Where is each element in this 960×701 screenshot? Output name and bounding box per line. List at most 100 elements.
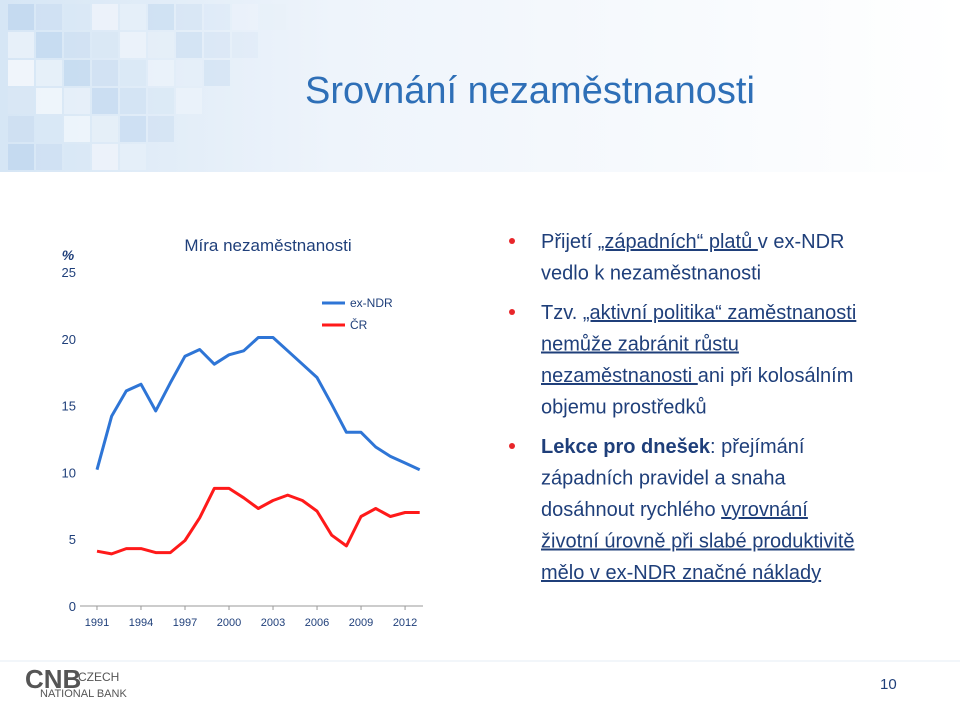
mosaic-tile bbox=[204, 60, 230, 86]
mosaic-tile bbox=[64, 116, 90, 142]
text-segment: západních pravidel a snaha bbox=[541, 468, 786, 490]
mosaic-tile bbox=[92, 60, 118, 86]
mosaic-tile bbox=[120, 4, 146, 30]
mosaic-tile bbox=[8, 116, 34, 142]
header-mosaic bbox=[8, 4, 286, 170]
logo-line: CZECH bbox=[78, 670, 119, 684]
x-tick-label: 1991 bbox=[85, 617, 109, 629]
logo: CNB CZECH NATIONAL BANK bbox=[25, 664, 127, 700]
bullet-list: Přijetí „západních“ platů v ex-NDR vedlo … bbox=[509, 231, 856, 584]
bullet-marker bbox=[509, 238, 515, 244]
bullet-line: mělo v ex-NDR značné náklady bbox=[541, 562, 821, 584]
mosaic-tile bbox=[92, 4, 118, 30]
x-tick-label: 2006 bbox=[305, 617, 329, 629]
mosaic-tile bbox=[92, 144, 118, 170]
mosaic-tile bbox=[120, 60, 146, 86]
mosaic-tile bbox=[260, 4, 286, 30]
y-tick-label: 15 bbox=[62, 399, 76, 414]
bullet-line: Lekce pro dnešek: přejímání bbox=[541, 436, 805, 458]
bullet-line: nezaměstnanosti ani při kolosálním bbox=[541, 365, 853, 387]
bullet-line: Přijetí „západních“ platů v ex-NDR bbox=[541, 231, 844, 253]
mosaic-tile bbox=[64, 60, 90, 86]
chart-title: Míra nezaměstnanosti bbox=[184, 236, 351, 255]
mosaic-tile bbox=[176, 4, 202, 30]
text-segment: mělo v ex-NDR značné náklady bbox=[541, 562, 821, 584]
bullet-marker bbox=[509, 309, 515, 315]
text-segment: Tzv. bbox=[541, 302, 583, 324]
mosaic-tile bbox=[120, 144, 146, 170]
x-tick-label: 2000 bbox=[217, 617, 241, 629]
bullet-line: objemu prostředků bbox=[541, 397, 707, 419]
mosaic-tile bbox=[64, 88, 90, 114]
text-segment: nemůže zabránit růstu bbox=[541, 334, 739, 356]
bullet-line: nemůže zabránit růstu bbox=[541, 334, 739, 356]
mosaic-tile bbox=[36, 60, 62, 86]
slide-title: Srovnání nezaměstnanosti bbox=[305, 70, 755, 112]
text-segment: životní úrovně při slabé produktivitě bbox=[541, 531, 855, 553]
x-tick-label: 2012 bbox=[393, 617, 417, 629]
data-line bbox=[96, 486, 420, 556]
text-segment: ani při kolosálním bbox=[698, 365, 854, 387]
y-tick-label: 25 bbox=[62, 265, 76, 280]
x-tick-label: 2009 bbox=[349, 617, 373, 629]
mosaic-tile bbox=[176, 32, 202, 58]
mosaic-tile bbox=[92, 116, 118, 142]
x-tick-label: 1997 bbox=[173, 617, 197, 629]
mosaic-tile bbox=[36, 4, 62, 30]
text-segment: vedlo k nezaměstnanosti bbox=[541, 263, 761, 285]
text-segment: : přejímání bbox=[710, 436, 805, 458]
mosaic-tile bbox=[148, 32, 174, 58]
mosaic-tile bbox=[8, 88, 34, 114]
text-segment: nezaměstnanosti bbox=[541, 365, 698, 387]
text-segment: dosáhnout rychlého bbox=[541, 499, 721, 521]
mosaic-tile bbox=[64, 4, 90, 30]
mosaic-tile bbox=[64, 144, 90, 170]
mosaic-tile bbox=[232, 32, 258, 58]
bullet-line: životní úrovně při slabé produktivitě bbox=[541, 531, 855, 553]
mosaic-tile bbox=[204, 32, 230, 58]
text-segment: Lekce pro dnešek bbox=[541, 436, 711, 458]
y-tick-label: 10 bbox=[62, 465, 76, 480]
mosaic-tile bbox=[92, 32, 118, 58]
mosaic-tile bbox=[92, 88, 118, 114]
mosaic-tile bbox=[64, 32, 90, 58]
y-tick-label: 20 bbox=[62, 332, 76, 347]
mosaic-tile bbox=[8, 32, 34, 58]
x-tick-label: 2003 bbox=[261, 617, 285, 629]
bullet-line: Tzv. „aktivní politika“ zaměstnanosti bbox=[541, 302, 856, 324]
bullet-line: západních pravidel a snaha bbox=[541, 468, 786, 490]
text-segment: vyrovnání bbox=[721, 499, 808, 521]
text-segment: Přijetí bbox=[541, 231, 598, 253]
mosaic-tile bbox=[148, 116, 174, 142]
data-line bbox=[95, 336, 421, 472]
y-tick-label: 0 bbox=[69, 599, 76, 614]
mosaic-tile bbox=[148, 4, 174, 30]
mosaic-tile bbox=[8, 60, 34, 86]
mosaic-tile bbox=[8, 4, 34, 30]
legend-label: ČR bbox=[350, 317, 368, 332]
mosaic-tile bbox=[176, 88, 202, 114]
bullet-line: dosáhnout rychlého vyrovnání bbox=[541, 499, 808, 521]
page-number: 10 bbox=[880, 676, 897, 693]
mosaic-tile bbox=[36, 88, 62, 114]
y-tick-label: 5 bbox=[69, 532, 76, 547]
text-segment: „aktivní politika“ zaměstnanosti bbox=[583, 302, 856, 324]
mosaic-tile bbox=[36, 32, 62, 58]
mosaic-tile bbox=[120, 116, 146, 142]
mosaic-tile bbox=[176, 60, 202, 86]
bullet-line: vedlo k nezaměstnanosti bbox=[541, 263, 761, 285]
mosaic-tile bbox=[36, 116, 62, 142]
text-segment: objemu prostředků bbox=[541, 397, 707, 419]
mosaic-tile bbox=[204, 4, 230, 30]
legend-label: ex-NDR bbox=[350, 296, 393, 310]
text-segment: „západních“ platů bbox=[598, 231, 758, 253]
mosaic-tile bbox=[120, 88, 146, 114]
y-unit: % bbox=[62, 247, 75, 263]
chart: 0 5 10 15 20 25 1991 1994 1997 2000 2003 2006 2009 20… bbox=[62, 265, 423, 629]
logo-line: NATIONAL BANK bbox=[40, 688, 127, 700]
x-tick-label: 1994 bbox=[129, 617, 153, 629]
logo-mark: CNB bbox=[25, 664, 81, 694]
mosaic-tile bbox=[8, 144, 34, 170]
bullet-marker bbox=[509, 443, 515, 449]
